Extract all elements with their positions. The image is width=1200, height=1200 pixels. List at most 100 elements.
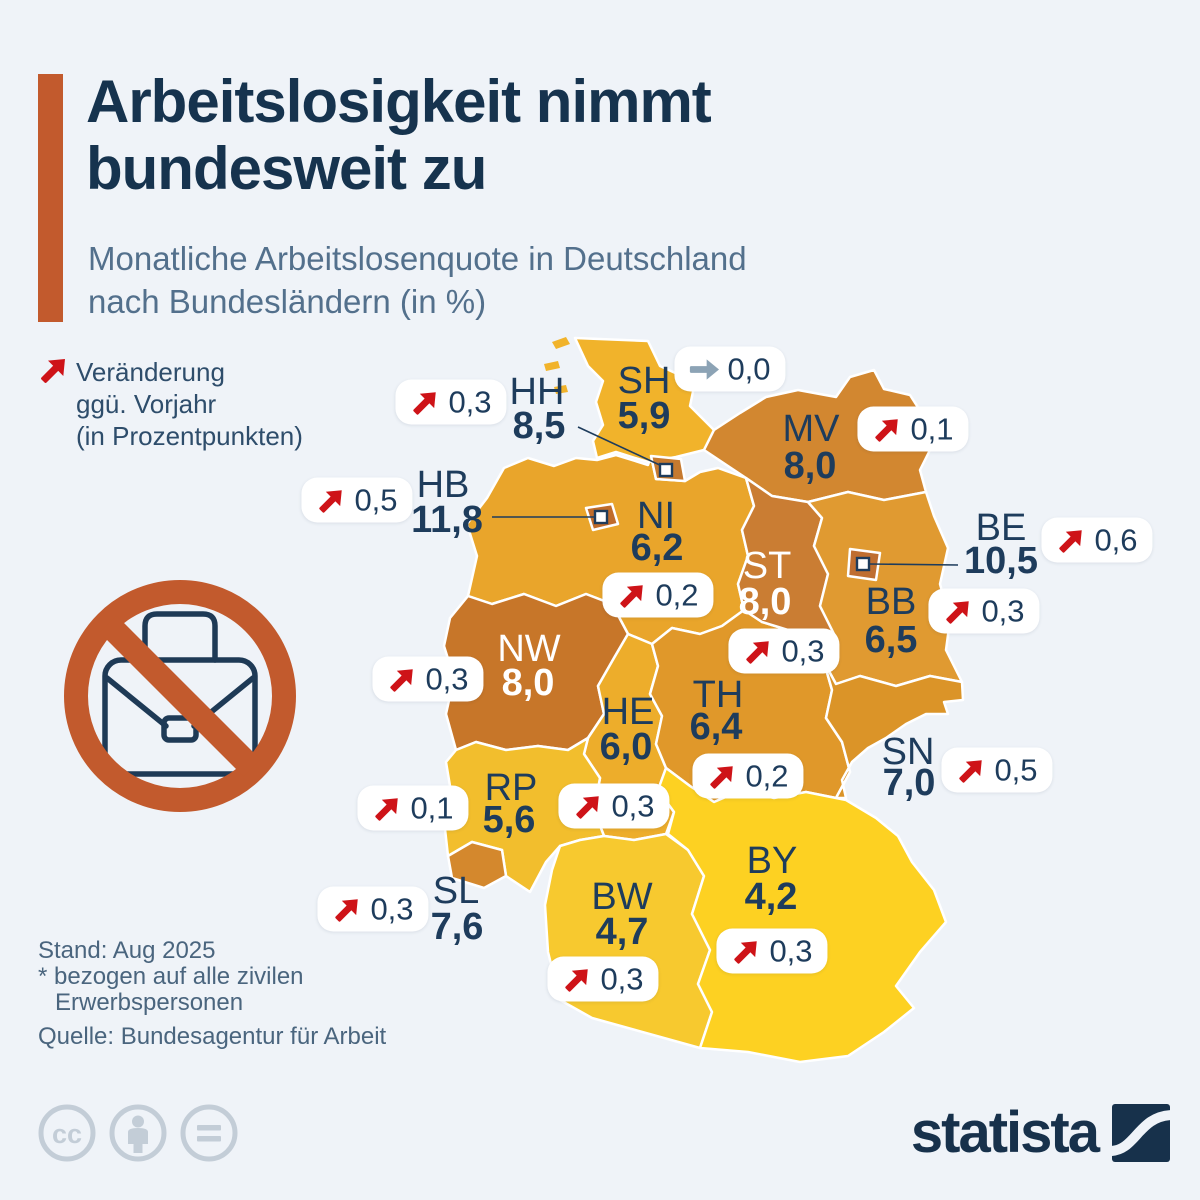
change-badge-BY: 0,3: [716, 928, 828, 974]
state-code-SL: SL: [432, 870, 480, 912]
accent-bar: [38, 74, 63, 322]
state-code-ST: ST: [742, 545, 792, 587]
state-code-BW: BW: [591, 876, 653, 918]
subtitle-line-2: nach Bundesländern (in %): [88, 283, 487, 320]
city-marker-2: [593, 509, 609, 525]
legend-line-2: ggü. Vorjahr: [76, 389, 217, 419]
state-value-BY: 4,2: [744, 876, 798, 918]
footnote-line-1: * bezogen auf alle zivilen: [38, 963, 304, 990]
change-value-SL: 0,3: [370, 891, 414, 926]
state-code-MV: MV: [782, 408, 840, 450]
up-arrow-icon: [335, 898, 358, 922]
up-arrow-icon: [319, 489, 342, 513]
state-value-TH: 6,4: [689, 706, 743, 748]
up-arrow-icon: [41, 359, 65, 383]
up-arrow-icon: [734, 940, 757, 964]
up-arrow-icon: [746, 640, 769, 664]
state-value-NW: 8,0: [501, 662, 555, 704]
state-code-SH: SH: [617, 360, 671, 402]
up-arrow-icon: [390, 668, 413, 692]
state-code-BB: BB: [865, 581, 917, 623]
connector-line-1: [577, 426, 665, 468]
statista-logo: statista: [850, 1098, 1170, 1168]
title-line-1: Arbeitslosigkeit nimmt: [86, 68, 712, 135]
briefcase-body: [102, 657, 258, 777]
page-subtitle: Monatliche Arbeitslosenquote in Deutschl…: [88, 237, 948, 323]
change-value-BY: 0,3: [769, 933, 813, 968]
change-value-HE: 0,3: [611, 788, 655, 823]
state-value-NI: 6,2: [630, 527, 684, 569]
state-shape-SL: [446, 840, 508, 890]
state-shape-BY: [656, 766, 948, 1064]
change-badge-ST: 0,3: [728, 628, 840, 674]
up-arrow-icon: [565, 968, 588, 992]
change-badge-NW: 0,3: [372, 656, 484, 702]
state-value-RP: 5,6: [482, 799, 536, 841]
city-marker-3: [855, 556, 871, 572]
state-code-BY: BY: [746, 840, 798, 882]
state-code-NW: NW: [497, 628, 561, 670]
change-value-SH: 0,0: [727, 351, 771, 386]
right-arrow-icon: [689, 358, 720, 380]
briefcase-handle: [142, 611, 218, 663]
up-arrow-icon: [375, 797, 398, 821]
page-title: Arbeitslosigkeit nimmt bundesweit zu: [86, 68, 946, 202]
footnote-line-2: Erwerbspersonen: [55, 989, 244, 1016]
cc-license-icons: cc: [38, 1104, 238, 1162]
change-badge-SL: 0,3: [317, 886, 429, 932]
state-value-SH: 5,9: [617, 395, 671, 437]
state-code-SN: SN: [881, 731, 935, 773]
state-value-BW: 4,7: [595, 911, 649, 953]
subtitle-line-1: Monatliche Arbeitslosenquote in Deutschl…: [88, 240, 747, 277]
change-value-BB: 0,3: [981, 593, 1025, 628]
change-value-ST: 0,3: [781, 633, 825, 668]
source-line: Quelle: Bundesagentur für Arbeit: [38, 1023, 387, 1050]
cc-icon: [38, 1104, 96, 1162]
statista-logo-mark: [1112, 1104, 1170, 1162]
title-line-2: bundesweit zu: [86, 135, 487, 202]
state-code-RP: RP: [484, 767, 538, 809]
statista-logo-text: statista: [910, 1100, 1100, 1165]
cc-by-icon: [109, 1104, 167, 1162]
up-arrow-icon: [875, 418, 898, 442]
change-value-MV: 0,1: [910, 411, 954, 446]
change-badge-NI: 0,2: [602, 572, 714, 618]
change-badge-BE: 0,6: [1041, 517, 1153, 563]
legend-line-3: (in Prozentpunkten): [76, 421, 303, 451]
change-value-SN: 0,5: [994, 752, 1038, 787]
change-badge-TH: 0,2: [692, 753, 804, 799]
up-arrow-icon: [946, 600, 969, 624]
island-3: [554, 385, 568, 394]
svg-text:cc: cc: [52, 1119, 82, 1149]
state-value-SL: 7,6: [430, 906, 484, 948]
change-badge-HH: 0,3: [395, 379, 507, 425]
prohibition-ring: [64, 580, 296, 812]
state-value-MV: 8,0: [783, 445, 837, 487]
connector-line-3: [867, 563, 959, 566]
change-value-NI: 0,2: [655, 577, 699, 612]
change-value-TH: 0,2: [745, 758, 789, 793]
state-code-BE: BE: [975, 507, 1027, 549]
change-value-BW: 0,3: [600, 961, 644, 996]
state-value-BB: 6,5: [864, 619, 918, 661]
cc-nd-icon: [180, 1104, 238, 1162]
up-arrow-icon: [576, 795, 599, 819]
state-code-HH: HH: [509, 371, 565, 413]
change-badge-RP: 0,1: [357, 785, 469, 831]
change-value-HB: 0,5: [354, 482, 398, 517]
state-shape-SN: [822, 660, 965, 800]
change-badge-HE: 0,3: [558, 783, 670, 829]
state-code-TH: TH: [692, 674, 744, 716]
change-value-NW: 0,3: [425, 661, 469, 696]
change-badge-HB: 0,5: [301, 477, 413, 523]
state-value-HE: 6,0: [599, 726, 653, 768]
state-value-HB: 11,8: [411, 499, 483, 541]
change-badge-SH: 0,0: [674, 346, 786, 392]
up-arrow-icon: [710, 765, 733, 789]
state-value-SN: 7,0: [882, 762, 936, 804]
state-value-ST: 8,0: [738, 581, 792, 623]
state-code-HB: HB: [416, 464, 470, 506]
no-work-icon: [64, 580, 296, 812]
legend-label: Veränderung ggü. Vorjahr (in Prozentpunk…: [76, 356, 303, 452]
change-badge-MV: 0,1: [857, 406, 969, 452]
